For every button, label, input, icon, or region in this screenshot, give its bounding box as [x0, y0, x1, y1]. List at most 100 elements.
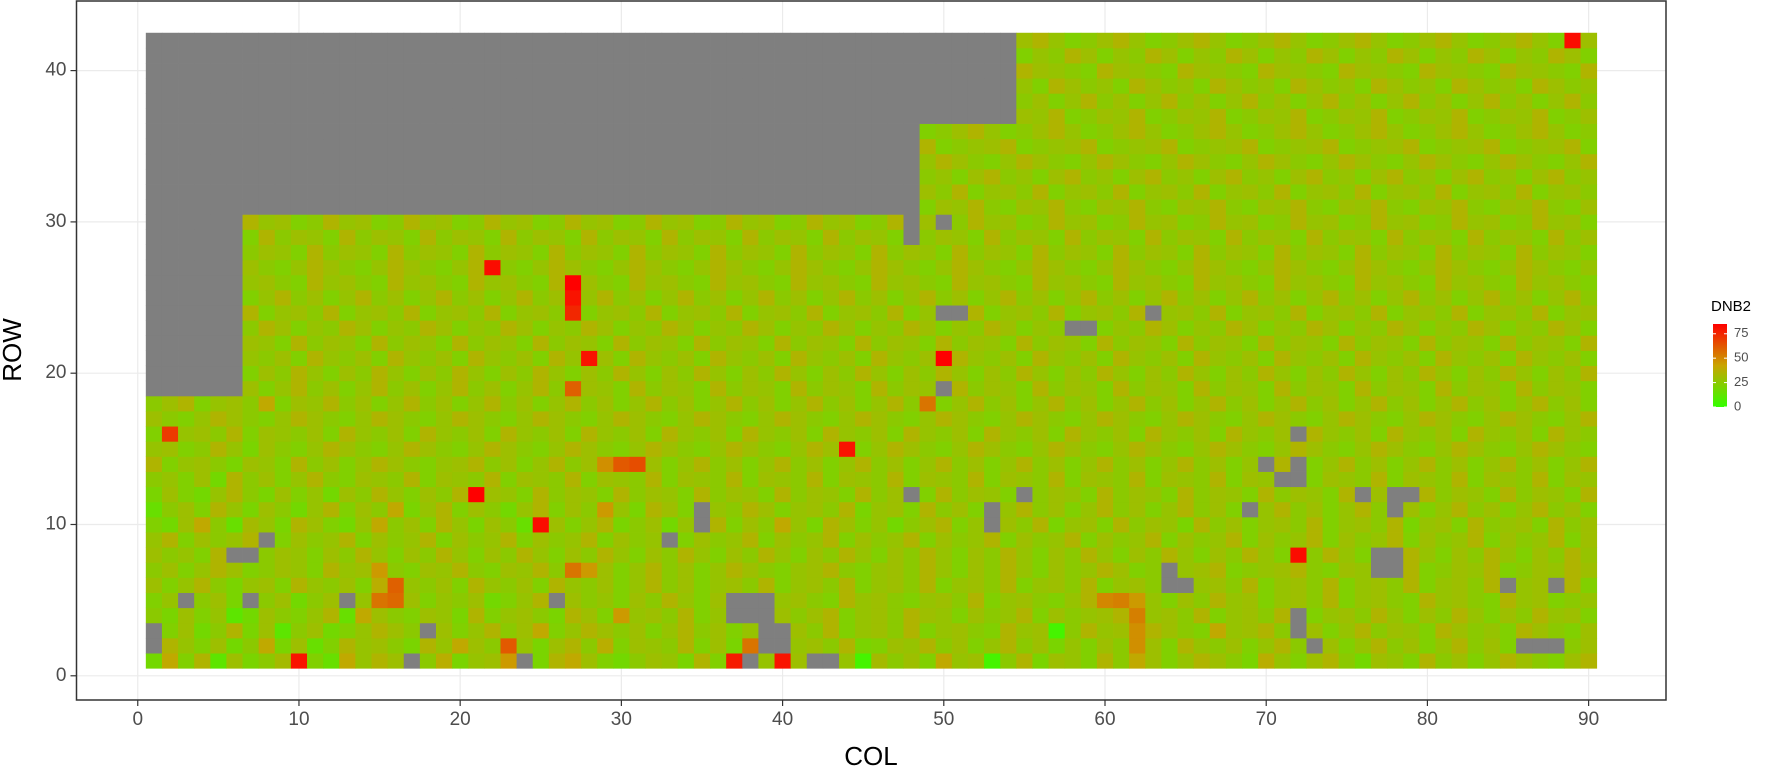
- cell: [1516, 395, 1533, 412]
- cell: [468, 562, 485, 578]
- cell: [1467, 486, 1485, 503]
- cell: [1290, 532, 1307, 548]
- cell: [258, 456, 276, 472]
- cell: [693, 289, 711, 306]
- cell: [468, 471, 485, 488]
- cell: [1419, 63, 1436, 79]
- cell: [1032, 622, 1049, 639]
- cell: [435, 486, 453, 503]
- missing-cell: [822, 47, 840, 64]
- missing-cell: [178, 274, 195, 291]
- cell: [1387, 637, 1404, 654]
- cell: [548, 516, 566, 533]
- cell: [1564, 411, 1581, 427]
- cell: [1548, 380, 1565, 397]
- cell: [774, 486, 792, 503]
- cell: [677, 607, 695, 624]
- cell: [1096, 168, 1114, 185]
- cell: [1193, 653, 1211, 669]
- missing-cell: [597, 47, 614, 64]
- cell: [693, 365, 711, 382]
- cell: [1096, 289, 1114, 306]
- cell: [887, 305, 904, 321]
- cell: [693, 471, 711, 488]
- cell: [274, 516, 292, 533]
- cell: [1435, 426, 1452, 442]
- cell: [903, 592, 921, 609]
- cell: [597, 532, 614, 548]
- missing-cell: [839, 63, 856, 79]
- cell: [178, 456, 195, 472]
- cell: [1209, 637, 1227, 654]
- cell: [548, 501, 566, 518]
- cell: [1467, 562, 1485, 578]
- cell: [1419, 305, 1436, 321]
- cell: [1016, 289, 1033, 306]
- cell: [1306, 441, 1324, 457]
- cell: [1000, 486, 1017, 503]
- cell: [1419, 199, 1436, 215]
- cell: [806, 289, 824, 306]
- cell: [1499, 320, 1517, 336]
- cell: [613, 365, 630, 382]
- cell: [1387, 320, 1404, 336]
- cell: [290, 501, 308, 518]
- cell: [1387, 516, 1404, 533]
- missing-cell: [226, 47, 243, 64]
- cell: [1338, 426, 1356, 442]
- cell: [1145, 637, 1162, 654]
- cell: [371, 441, 389, 457]
- missing-cell: [210, 214, 227, 230]
- cell: [290, 335, 308, 351]
- cell: [1258, 471, 1275, 488]
- missing-cell: [371, 78, 389, 94]
- cell: [1387, 153, 1404, 170]
- missing-cell: [661, 199, 679, 215]
- cell: [532, 486, 550, 503]
- missing-cell: [645, 47, 663, 64]
- cell: [1419, 395, 1436, 412]
- cell: [984, 138, 1001, 155]
- cell: [1129, 108, 1146, 124]
- cell: [774, 380, 792, 397]
- cell: [419, 486, 437, 503]
- cell: [790, 395, 808, 412]
- missing-cell: [355, 123, 372, 140]
- cell: [1435, 501, 1452, 518]
- cell: [435, 532, 453, 548]
- cell: [1338, 305, 1356, 321]
- cell: [1516, 153, 1533, 170]
- cell: [1580, 547, 1598, 563]
- missing-cell: [194, 289, 211, 306]
- missing-cell: [194, 32, 211, 49]
- cell: [1113, 93, 1130, 109]
- missing-cell: [806, 153, 824, 170]
- missing-cell: [887, 93, 904, 109]
- cell: [1419, 335, 1436, 351]
- cell: [1532, 501, 1549, 518]
- missing-cell: [226, 108, 243, 124]
- cell: [935, 456, 953, 472]
- cell: [1532, 47, 1549, 64]
- cell: [903, 532, 921, 548]
- cell: [1499, 335, 1517, 351]
- cell: [1258, 153, 1275, 170]
- cell: [919, 532, 937, 548]
- cell: [1338, 516, 1356, 533]
- cell: [1435, 184, 1452, 200]
- missing-cell: [790, 138, 808, 155]
- cell: [1387, 214, 1404, 230]
- cell: [290, 214, 308, 230]
- cell: [1000, 395, 1017, 412]
- cell: [1096, 93, 1114, 109]
- cell: [355, 426, 372, 442]
- cell: [1000, 471, 1017, 488]
- cell: [661, 562, 679, 578]
- cell: [339, 441, 356, 457]
- cell: [1580, 153, 1598, 170]
- cell: [323, 637, 340, 654]
- missing-cell: [403, 63, 421, 79]
- cell: [1129, 592, 1146, 609]
- cell: [435, 259, 453, 276]
- missing-cell: [951, 32, 969, 49]
